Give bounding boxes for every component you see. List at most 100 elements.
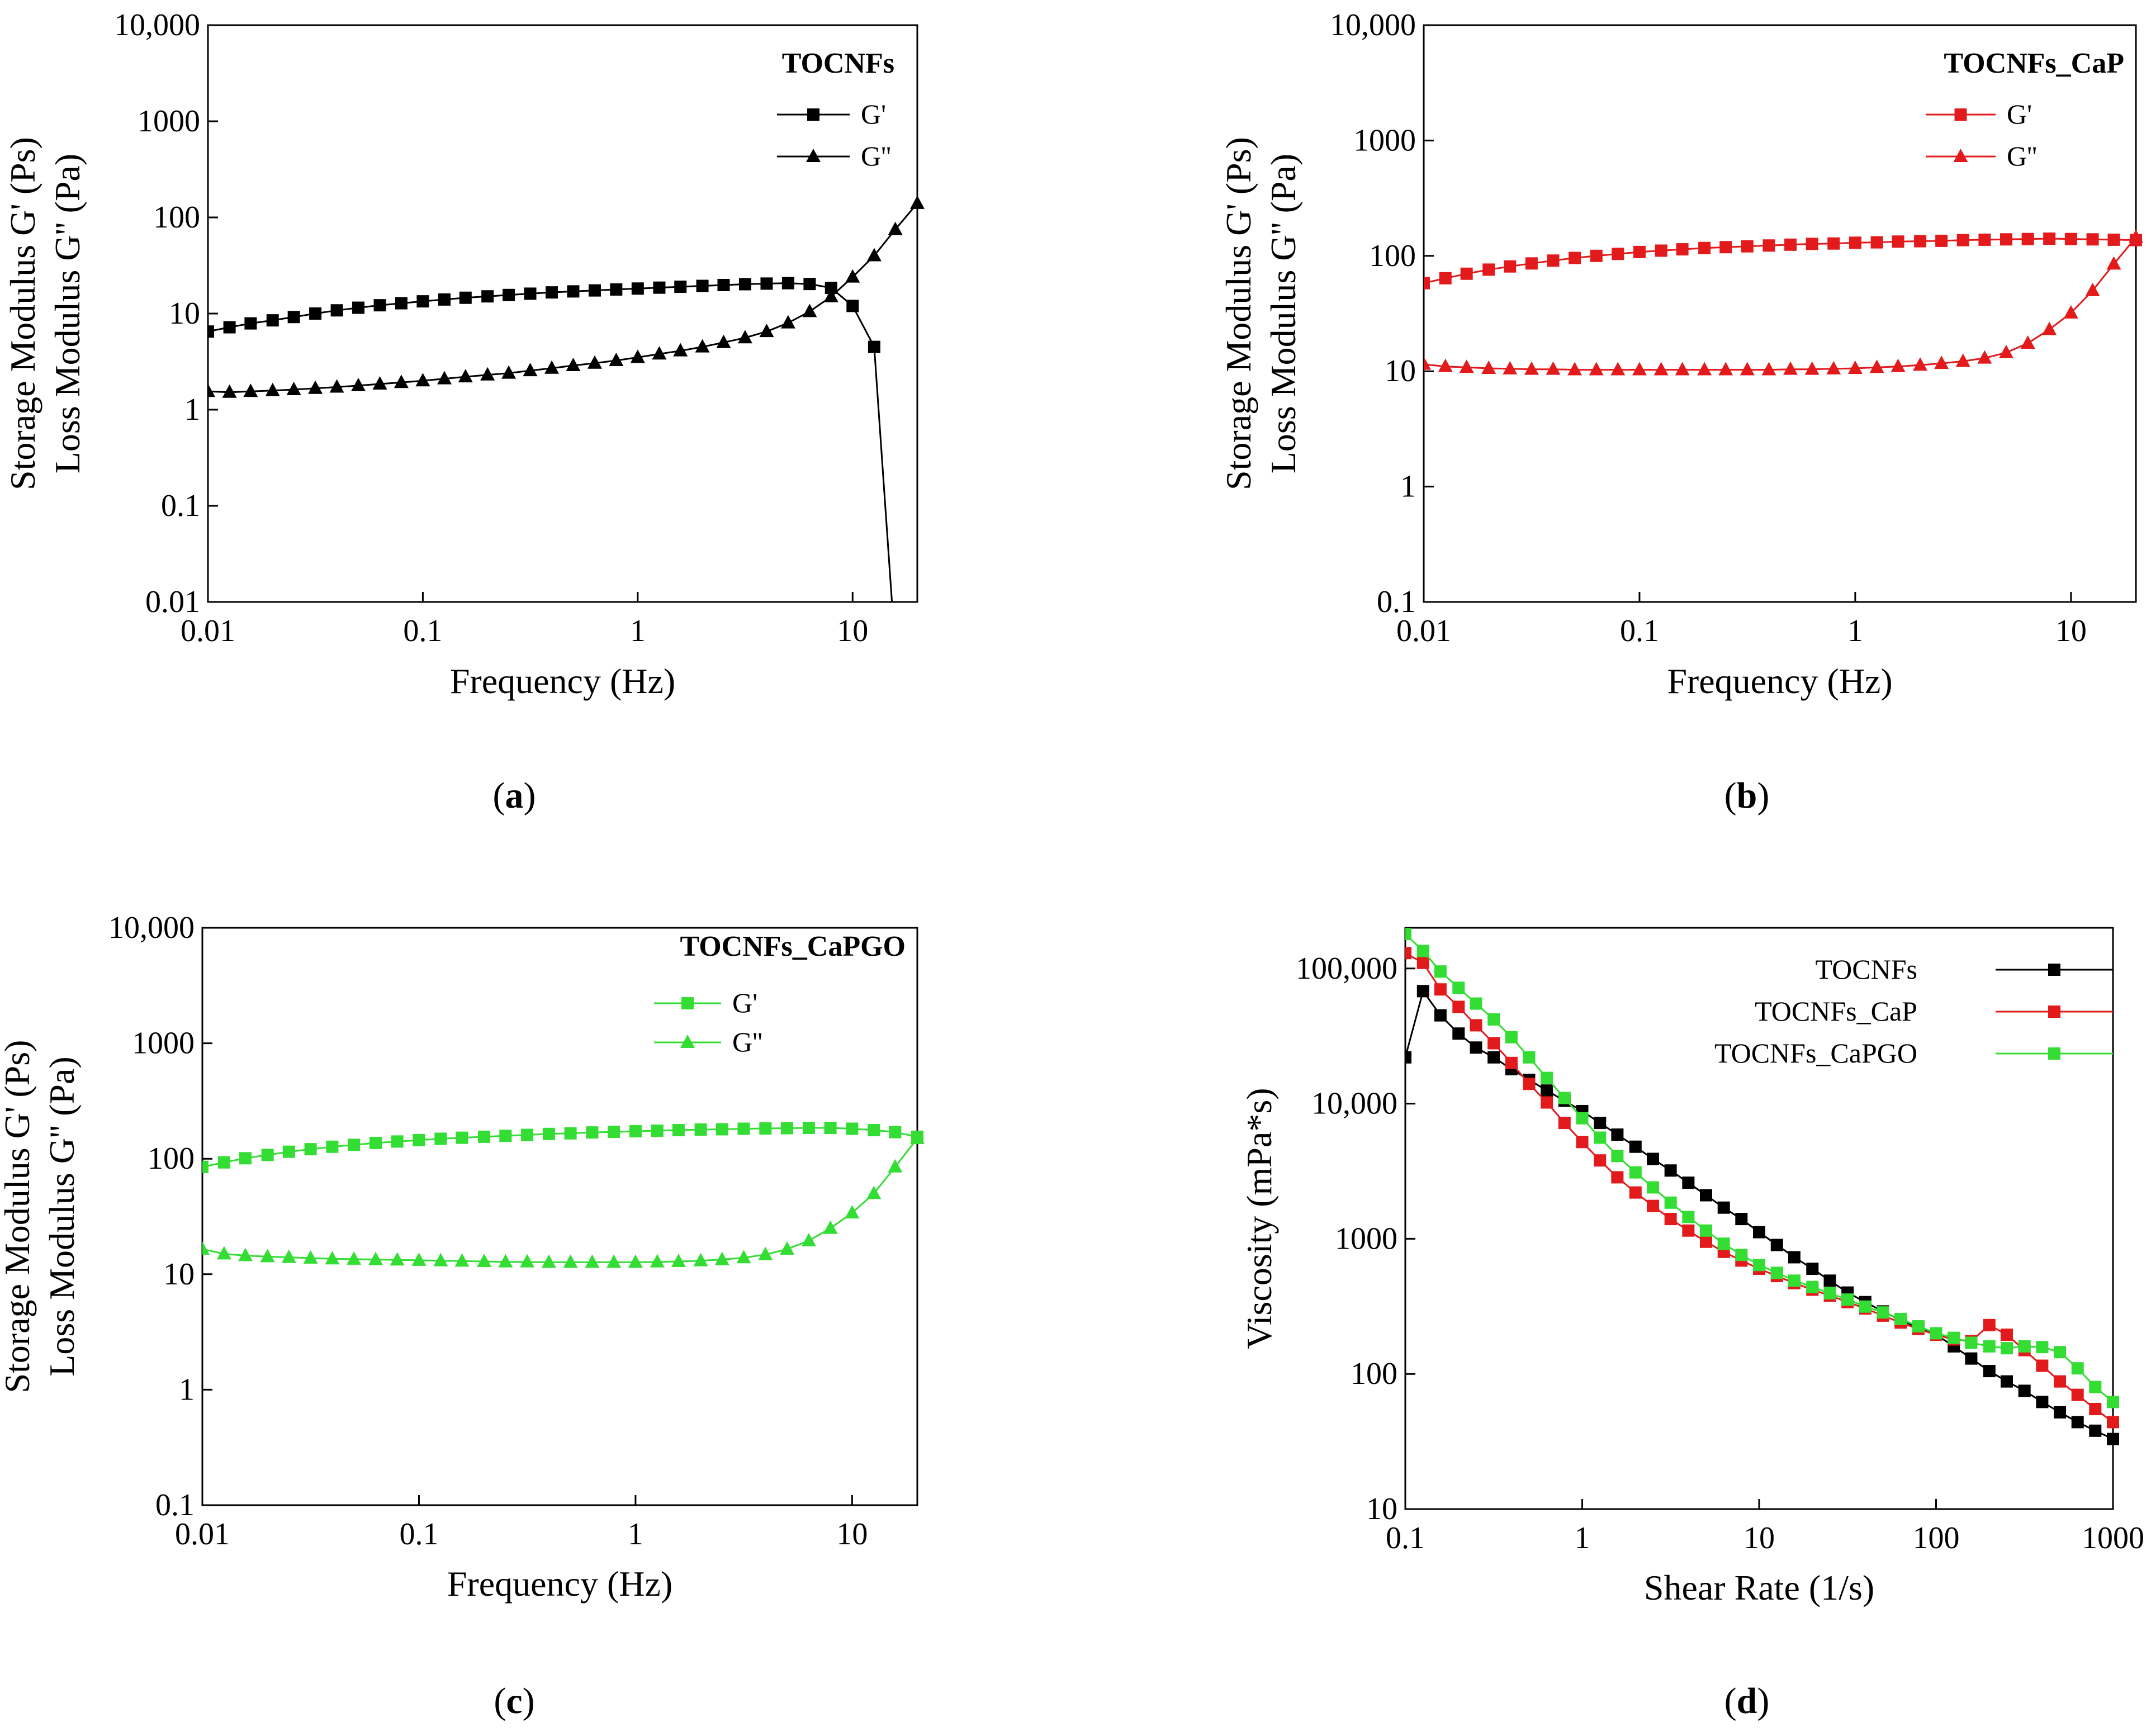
legend-marker — [807, 108, 819, 121]
x-tick-label: 1000 — [2082, 1521, 2144, 1555]
data-point — [760, 277, 773, 290]
data-point — [801, 1232, 816, 1246]
data-point — [1965, 1352, 1978, 1365]
data-point — [309, 307, 322, 320]
data-point — [1524, 361, 1539, 375]
data-point — [1847, 360, 1863, 374]
data-point — [546, 286, 558, 299]
data-point — [1438, 358, 1453, 372]
data-point — [1503, 361, 1518, 374]
data-point — [1849, 236, 1861, 249]
data-point — [2063, 305, 2078, 319]
data-point — [888, 1159, 903, 1173]
legend-title: TOCNFs_CaP — [1944, 48, 2124, 79]
data-point — [714, 1251, 729, 1265]
y-axis-title-storage: Storage Modulus G' (Ps) — [3, 137, 42, 490]
data-point — [846, 300, 859, 312]
data-point — [1547, 254, 1560, 267]
data-point — [1594, 1154, 1607, 1167]
data-point — [2053, 1346, 2066, 1359]
y-tick-label: 10 — [1385, 354, 1416, 388]
data-point — [1569, 252, 1581, 264]
series-line — [208, 202, 918, 393]
data-point — [824, 1122, 837, 1135]
data-point — [671, 1253, 686, 1267]
data-point — [1823, 1274, 1836, 1287]
data-point — [1859, 1300, 1872, 1313]
data-point — [266, 314, 279, 327]
data-point — [631, 282, 644, 295]
data-point — [1589, 362, 1604, 376]
y-tick-label: 1 — [179, 1372, 195, 1407]
data-point — [1646, 1181, 1659, 1194]
data-point — [1977, 350, 1992, 364]
data-point — [1611, 1171, 1624, 1184]
data-point — [1934, 355, 1949, 369]
x-axis-title: Frequency (Hz) — [1667, 661, 1892, 701]
data-point — [889, 1126, 902, 1139]
data-point — [694, 1123, 707, 1136]
data-point — [261, 1149, 274, 1161]
data-point — [1717, 1201, 1730, 1214]
y-axis-title-storage: Storage Modulus G' (Ps) — [1219, 137, 1258, 490]
data-point — [1783, 361, 1798, 375]
data-point — [587, 355, 602, 369]
x-tick-label: 1 — [628, 1517, 643, 1552]
data-point — [803, 278, 816, 291]
data-point — [910, 1130, 925, 1144]
data-point — [1646, 1152, 1659, 1165]
legend-label: G'' — [732, 1026, 762, 1057]
data-point — [1877, 1306, 1889, 1319]
data-point — [308, 380, 323, 394]
data-point — [437, 371, 452, 385]
data-point — [780, 315, 795, 329]
data-point — [480, 367, 495, 381]
data-point — [1806, 238, 1818, 250]
data-point — [1682, 1211, 1695, 1223]
data-point — [1676, 243, 1689, 256]
data-point — [1894, 1312, 1907, 1325]
x-tick-label: 1 — [630, 614, 646, 648]
data-point — [1935, 234, 1948, 247]
data-point — [1590, 249, 1603, 262]
data-point — [1891, 358, 1906, 372]
data-point — [1718, 362, 1733, 376]
data-point — [391, 1135, 404, 1148]
data-point — [628, 1254, 643, 1268]
data-point — [1753, 1226, 1765, 1239]
legend: TOCNFs_CaPGO G' G'' — [654, 931, 906, 1057]
data-point — [1416, 945, 1429, 957]
data-point — [652, 346, 667, 360]
legend-label: G' — [2007, 98, 2032, 130]
data-point — [672, 1123, 685, 1136]
x-tick-label: 0.01 — [1396, 614, 1451, 648]
data-point — [2107, 1416, 2119, 1429]
series-storage-modulus — [1424, 233, 2142, 290]
data-point — [736, 1250, 751, 1264]
data-point — [1740, 362, 1755, 376]
data-point — [325, 1251, 340, 1265]
data-point — [1892, 235, 1904, 248]
data-point — [1452, 1000, 1465, 1013]
data-point — [2085, 282, 2100, 296]
data-point — [674, 281, 687, 293]
data-point — [781, 1122, 794, 1135]
data-point — [1804, 361, 1820, 375]
legend-label: TOCNFs — [1816, 954, 1917, 985]
data-point — [780, 1241, 795, 1255]
data-point — [1770, 1239, 1783, 1251]
data-point — [1983, 1340, 1996, 1353]
data-point — [1682, 1177, 1695, 1189]
data-point — [564, 1127, 577, 1140]
data-point — [1505, 1056, 1518, 1069]
y-tick-label: 0.01 — [145, 585, 200, 619]
data-point — [1629, 1186, 1642, 1199]
data-point — [243, 383, 258, 397]
data-point — [1770, 1267, 1783, 1279]
data-point — [1470, 1019, 1482, 1032]
data-point — [1664, 1164, 1677, 1177]
data-point — [823, 288, 838, 302]
data-point — [2089, 1402, 2102, 1415]
legend-marker — [1953, 149, 1968, 162]
data-point — [304, 1143, 317, 1156]
